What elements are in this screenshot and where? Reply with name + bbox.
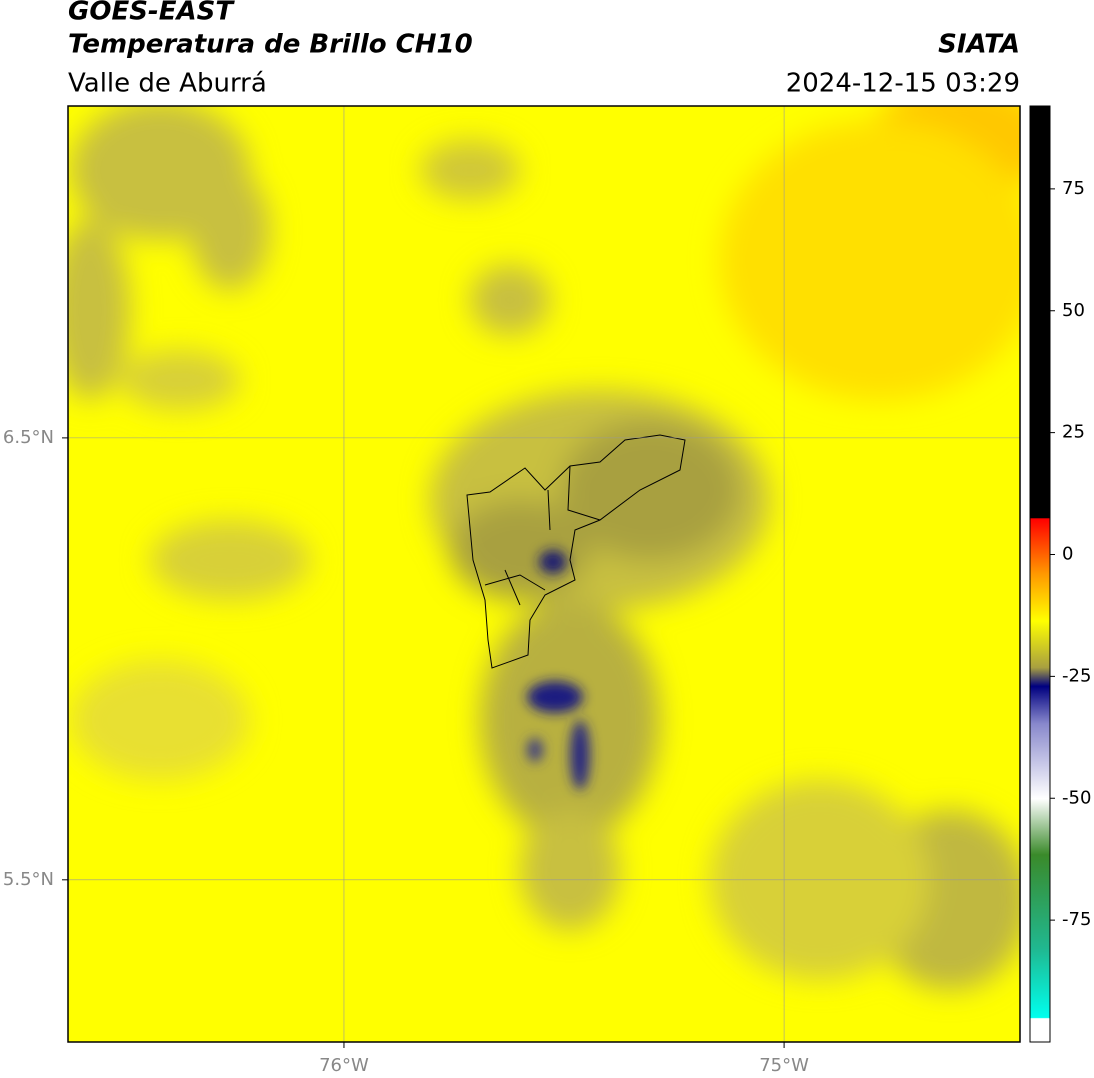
colorbar-label: -25	[1062, 665, 1091, 686]
datetime: 2024-12-15 03:29	[786, 69, 1020, 99]
x-tick-label: 76°W	[319, 1055, 369, 1076]
colorbar-label: 75	[1062, 178, 1085, 199]
region: Valle de Aburrá	[68, 69, 267, 99]
colorbar-label: 0	[1062, 544, 1073, 565]
y-tick-label: 5.5°N	[3, 869, 54, 890]
satellite-image	[68, 106, 1020, 1042]
map-frame	[67, 105, 1021, 1043]
x-tick-label: 75°W	[759, 1055, 809, 1076]
colorbar-label: -75	[1062, 909, 1091, 930]
subtitle: Temperatura de Brillo CH10	[68, 30, 473, 60]
colorbar-label: 50	[1062, 300, 1085, 321]
colorbar-label: 25	[1062, 422, 1085, 443]
source: SIATA	[938, 30, 1020, 60]
y-tick-label: 6.5°N	[3, 427, 54, 448]
colorbar-label: -50	[1062, 787, 1091, 808]
colorbar	[1029, 105, 1051, 1043]
title: GOES-EAST	[68, 0, 235, 27]
